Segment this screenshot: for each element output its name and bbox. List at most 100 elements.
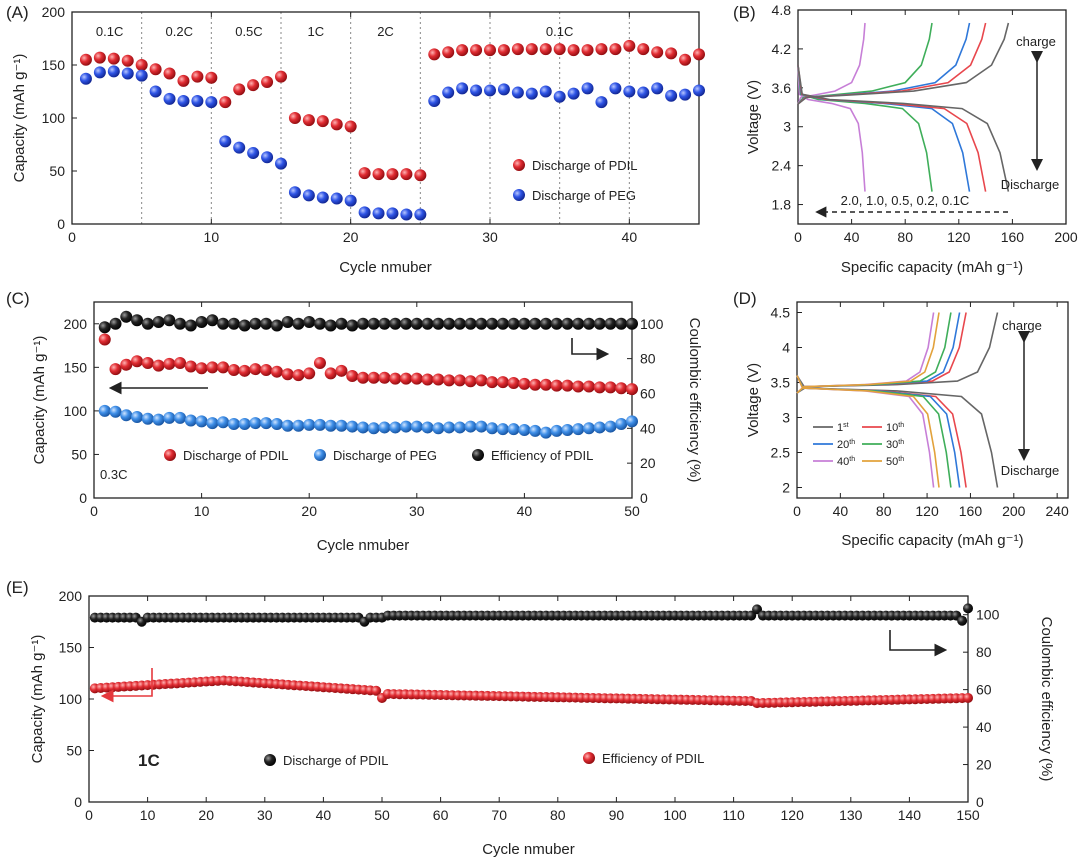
- data-point: [219, 135, 232, 148]
- data-point: [443, 421, 456, 434]
- data-point: [582, 317, 595, 330]
- legend-number: 10: [886, 422, 898, 434]
- data-point: [525, 87, 538, 100]
- data-point: [120, 358, 133, 371]
- data-point: [963, 692, 973, 703]
- y-tick-label: 4: [782, 340, 790, 356]
- right-axis-arrow: [571, 338, 610, 361]
- data-point: [184, 360, 197, 373]
- legend-label: Discharge of PDIL: [283, 753, 389, 768]
- legend-marker: [472, 449, 484, 461]
- data-point: [637, 43, 650, 56]
- x-tick-label: 10: [194, 503, 210, 519]
- data-point: [539, 426, 552, 439]
- data-point: [205, 71, 218, 84]
- y-tick-label: 100: [42, 110, 66, 126]
- data-point: [651, 46, 664, 59]
- x-tick-label: 50: [624, 503, 640, 519]
- annotation-charge: charge: [1002, 318, 1042, 333]
- y-tick-label: 200: [64, 316, 88, 332]
- data-point: [141, 412, 154, 425]
- data-point: [595, 43, 608, 56]
- x-tick-label: 30: [482, 229, 498, 245]
- x-axis-label-e: Cycle nmuber: [482, 841, 575, 858]
- annotation-rate: 0.3C: [100, 467, 127, 482]
- data-point: [107, 65, 120, 78]
- y-tick-label: 150: [64, 359, 88, 375]
- data-point: [121, 67, 134, 80]
- x-tick-label: 240: [1045, 503, 1069, 519]
- legend-marker: [513, 159, 525, 171]
- x-tick-label: 130: [839, 807, 863, 823]
- data-point: [507, 377, 520, 390]
- data-point: [249, 363, 262, 376]
- data-point: [518, 377, 531, 390]
- data-point: [626, 383, 638, 396]
- data-point: [453, 374, 466, 387]
- data-point: [525, 43, 538, 56]
- data-point: [141, 356, 154, 369]
- data-point: [219, 96, 232, 109]
- data-point: [195, 316, 208, 329]
- data-point: [539, 43, 552, 56]
- data-point: [609, 82, 622, 95]
- annotation-discharge: Discharge: [1001, 463, 1060, 478]
- y-tick-label: 150: [59, 640, 83, 656]
- data-point: [335, 364, 348, 377]
- legend-suffix: th: [898, 439, 904, 446]
- x-tick-label: 80: [550, 807, 566, 823]
- data-point: [163, 357, 176, 370]
- data-point: [464, 317, 477, 330]
- x-axis-label-b: Specific capacity (mAh g⁻¹): [841, 259, 1023, 276]
- data-point: [358, 167, 371, 180]
- rate-label: 1C: [308, 24, 325, 39]
- data-point: [497, 83, 510, 96]
- data-point: [561, 424, 574, 437]
- data-point: [372, 207, 385, 220]
- legend-label: Discharge of PDIL: [183, 448, 289, 463]
- legend-suffix: th: [898, 456, 904, 463]
- y-tick-label: 2.4: [772, 158, 792, 174]
- legend-label: 50th: [886, 456, 904, 468]
- right-axis-arrow: [889, 630, 948, 657]
- x-axis-label-d: Specific capacity (mAh g⁻¹): [841, 532, 1023, 549]
- legend-number: 50: [886, 456, 898, 468]
- legend-marker: [164, 449, 176, 461]
- data-point: [539, 378, 552, 391]
- data-point: [623, 39, 636, 52]
- data-point: [141, 317, 154, 330]
- data-point: [414, 169, 427, 182]
- data-point: [174, 317, 187, 330]
- panel-label-a: (A): [6, 3, 29, 22]
- data-point: [233, 141, 246, 154]
- data-point: [206, 314, 219, 327]
- data-point: [120, 310, 133, 323]
- y-tick-label: 100: [59, 691, 83, 707]
- y-tick-label: 1.8: [772, 197, 792, 213]
- data-point: [432, 422, 445, 435]
- x-tick-label: 100: [663, 807, 687, 823]
- legend-number: 30: [886, 439, 898, 451]
- left-axis-arrow: [100, 668, 153, 703]
- data-point: [372, 168, 385, 181]
- data-point: [313, 418, 326, 431]
- data-point: [595, 96, 608, 109]
- y2-tick-label: 40: [640, 420, 656, 436]
- data-point: [330, 192, 343, 205]
- data-point: [191, 95, 204, 108]
- data-point: [371, 685, 382, 696]
- data-point: [249, 317, 262, 330]
- data-point: [511, 43, 524, 56]
- x-tick-label: 0: [794, 229, 802, 245]
- plot-frame-c: [93, 301, 633, 499]
- x-tick-label: 30: [257, 807, 273, 823]
- data-point: [324, 367, 337, 380]
- charge-curve: [796, 312, 967, 394]
- data-point: [511, 86, 524, 99]
- y2-tick-label: 0: [976, 794, 984, 810]
- data-point: [442, 46, 455, 59]
- y-axis-label-d: Voltage (V): [745, 363, 762, 437]
- data-point: [121, 54, 134, 67]
- data-point: [174, 411, 187, 424]
- data-point: [604, 381, 617, 394]
